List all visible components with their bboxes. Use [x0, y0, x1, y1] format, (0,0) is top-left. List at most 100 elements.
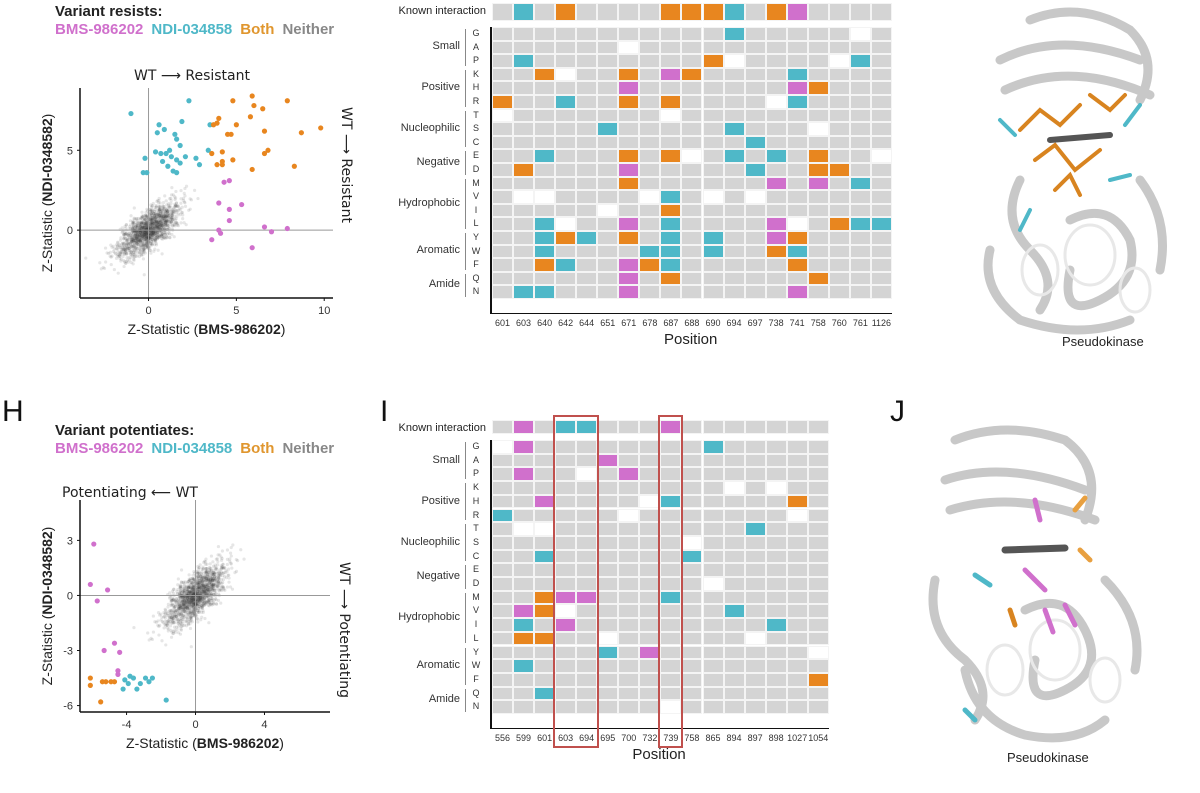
x-axis-label-bold: BMS-986202: [197, 735, 280, 751]
heatmap-cell-A-758: [807, 40, 829, 55]
neither-point: [179, 221, 183, 225]
heatmap-cell-S-640: [534, 122, 556, 136]
panel-label-j: J: [890, 395, 905, 428]
heatmap-cell-H-671: [618, 81, 640, 95]
heatmap-cell-T-1126: [870, 108, 892, 123]
neither-point: [158, 209, 162, 214]
heatmap-cell-V-687: [660, 190, 682, 204]
neither-point: [173, 209, 177, 213]
heatmap-cell-C-761: [849, 135, 871, 150]
heatmap-cell-E-678: [639, 149, 661, 163]
neither-point: [157, 230, 162, 234]
neither-point: [153, 220, 157, 224]
neither-point: [152, 224, 157, 228]
neither-point: [120, 247, 124, 251]
neither-point: [149, 233, 153, 237]
heatmap-cell-E-601: [492, 149, 514, 163]
heatmap-cell-R-640: [534, 95, 556, 109]
heatmap-cell-I-671: [618, 203, 640, 218]
heatmap-cell-M-688: [681, 176, 703, 191]
neither-point: [211, 564, 216, 568]
heatmap-cell-I-640: [534, 203, 556, 218]
neither-point: [132, 250, 136, 254]
neither-point: [178, 206, 182, 210]
neither-point: [133, 251, 137, 255]
heatmap-cell-V-671: [618, 190, 640, 204]
neither-point: [163, 619, 167, 623]
data-point-bms-986202: [104, 587, 111, 593]
neither-point: [128, 233, 132, 238]
neither-point: [154, 215, 159, 219]
neither-point: [219, 567, 223, 571]
neither-point: [130, 238, 134, 242]
neither-point: [228, 559, 232, 563]
neither-point: [120, 242, 124, 246]
heatmap-cell-Y-760: [828, 231, 850, 245]
neither-point: [159, 226, 164, 230]
neither-point: [129, 243, 133, 247]
neither-point: [160, 214, 164, 218]
neither-point: [139, 222, 143, 226]
heatmap-cell-M-738: [765, 176, 787, 191]
heatmap-cell-K-758: [807, 67, 829, 82]
neither-point: [153, 620, 157, 624]
row-label-K: K: [472, 482, 479, 493]
heatmap-cell-R-761: [849, 95, 871, 109]
heatmap-cell-M-671: [618, 176, 640, 191]
heatmap-cell-F-642: [555, 258, 577, 272]
heatmap-cell-M-601: [492, 176, 514, 191]
neither-point: [183, 204, 188, 208]
neither-point: [144, 245, 148, 250]
neither-point: [131, 245, 135, 249]
neither-point: [131, 250, 136, 254]
row-label-F: F: [473, 259, 479, 270]
x-axis-label: Position: [663, 330, 718, 348]
neither-point: [201, 599, 205, 603]
heatmap-cell-P-1126: [870, 54, 892, 68]
neither-point: [215, 557, 220, 561]
heatmap-cell-I-894: [723, 618, 745, 632]
heatmap-cell-W-640: [534, 244, 556, 259]
heatmap-cell-C-1054: [807, 549, 829, 564]
group-label-aromatic: Aromatic: [416, 659, 460, 672]
neither-point: [103, 246, 108, 250]
neither-point: [164, 215, 168, 219]
neither-point: [159, 236, 164, 241]
neither-point: [158, 224, 162, 228]
neither-point: [130, 236, 134, 241]
neither-point: [160, 252, 164, 256]
heatmap-cell-L-865: [702, 631, 724, 646]
heatmap-cell-F-897: [744, 672, 766, 687]
heatmap-cell-F-601: [534, 672, 556, 687]
heatmap-cell-T-760: [828, 108, 850, 123]
heatmap-cell-N-700: [618, 700, 640, 714]
neither-point: [138, 230, 143, 235]
known-interaction-cell-760: [828, 3, 850, 21]
neither-point: [153, 247, 157, 251]
neither-point: [208, 562, 212, 566]
neither-point: [233, 571, 237, 575]
heatmap-cell-A-694: [723, 40, 745, 55]
neither-point: [127, 224, 132, 229]
neither-point: [132, 206, 136, 210]
heatmap-cell-Q-1054: [807, 686, 829, 701]
neither-point: [159, 226, 163, 230]
heatmap-cell-D-695: [597, 577, 619, 591]
row-label-E: E: [472, 150, 479, 161]
neither-point: [201, 567, 206, 571]
neither-point: [138, 239, 142, 243]
neither-point: [136, 251, 140, 255]
neither-point: [198, 574, 202, 578]
heatmap-cell-R-758: [681, 508, 703, 523]
neither-point: [139, 226, 143, 230]
heatmap-cell-M-741: [786, 176, 808, 191]
heatmap-cell-M-651: [597, 176, 619, 191]
neither-point: [110, 245, 114, 249]
heatmap-cell-Y-1126: [870, 231, 892, 245]
neither-point: [135, 220, 139, 224]
neither-point: [129, 245, 133, 250]
neither-point: [145, 216, 149, 220]
neither-point: [152, 237, 156, 241]
neither-point: [117, 253, 122, 257]
heatmap-cell-E-671: [618, 149, 640, 163]
